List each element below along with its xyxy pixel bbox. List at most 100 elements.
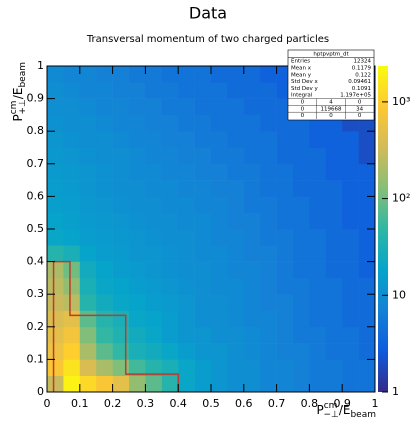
heat-cell [342,147,359,165]
heat-cell [129,359,146,376]
heat-cell [161,196,179,213]
heat-cell [227,261,245,279]
heat-cell [325,131,343,148]
heat-cell [79,277,97,295]
heat-cell [309,326,327,344]
heat-cell [260,180,277,197]
heat-cell [79,212,97,230]
heat-cell [211,294,228,311]
heat-cell [79,180,97,197]
xlabel-label-part: cm [324,401,338,411]
heat-cell [309,310,327,328]
heat-cell [211,261,228,279]
heat-cell [96,114,113,132]
heat-cell [358,147,376,165]
stats-grid-cell: 0 [301,106,305,112]
heat-cell [129,277,146,295]
heat-cell [47,163,64,181]
heat-cell [63,163,81,181]
heat-cell [325,261,343,279]
stats-grid-cell: 0 [329,113,333,119]
heat-cell [79,82,97,99]
ylabel-label-part: beam [18,62,28,88]
heat-cell [309,229,327,246]
heat-cell [194,163,212,181]
heat-cell [243,294,261,311]
heat-cell [342,294,359,311]
heat-cell [47,375,64,393]
heat-cell [178,98,195,116]
heat-cell [243,131,261,148]
stats-key: Std Dev x [291,79,319,85]
heat-cell [325,147,343,165]
heat-cell [342,375,359,393]
chart-subtitle: Transversal momentum of two charged part… [86,34,329,45]
heat-cell [112,147,130,165]
x-tick-label: 0.1 [71,397,89,410]
heat-cell [211,245,228,262]
heat-cell [79,310,97,328]
heat-cell [161,277,179,295]
heat-cell [227,212,245,230]
heat-cell [342,229,359,246]
heat-cell [211,326,228,344]
heat-cell [342,245,359,262]
heat-cell [276,343,294,360]
heat-cell [161,114,179,132]
ylabel-label-part: P [11,114,25,121]
heat-cell [47,66,64,83]
heat-cell [145,277,163,295]
heat-cell [211,375,228,393]
heat-cell [309,180,327,197]
heat-cell [79,326,97,344]
x-tick-label: 0.4 [169,397,187,410]
heat-cell [47,180,64,197]
x-tick-label: 0.8 [301,397,319,410]
heat-cell [194,245,212,262]
x-tick-label: 0.5 [202,397,220,410]
heat-cell [112,180,130,197]
z-tick-label: 1 [392,385,399,398]
heat-cell [325,229,343,246]
heat-cell [309,277,327,295]
heat-cell [325,359,343,376]
heat-cell [194,343,212,360]
stats-key: Mean x [291,66,312,72]
heat-cell [63,294,81,311]
heat-cell [161,261,179,279]
heat-cell [325,196,343,213]
heat-cell [293,245,310,262]
heat-cell [129,212,146,230]
heat-cell [276,196,294,213]
z-tick-label: 10 [392,288,406,301]
heat-cell [145,310,163,328]
heat-cell [260,245,277,262]
heat-cell [276,212,294,230]
z-tick-label: 10² [392,192,410,205]
stats-grid-cell: 34 [356,106,363,112]
heat-cell [63,147,81,165]
heat-cell [161,343,179,360]
heat-cell [211,229,228,246]
heat-cell [129,180,146,197]
heat-cell [342,196,359,213]
xlabel-label-part: /E [339,403,351,417]
heat-cell [293,261,310,279]
heat-cell [96,229,113,246]
heat-cell [309,359,327,376]
heat-cell [96,359,113,376]
heat-cell [211,277,228,295]
heat-cell [145,359,163,376]
chart-title: Data [189,4,227,23]
heat-cell [63,66,81,83]
heat-cell [309,343,327,360]
heat-cell [194,66,212,83]
heat-cell [178,229,195,246]
heat-cell [194,310,212,328]
heat-cell [96,66,113,83]
heat-cell [79,375,97,393]
heat-cell [47,343,64,360]
x-tick-label: 0.7 [268,397,286,410]
heat-cell [178,375,195,393]
stats-value: 0.122 [355,72,371,78]
